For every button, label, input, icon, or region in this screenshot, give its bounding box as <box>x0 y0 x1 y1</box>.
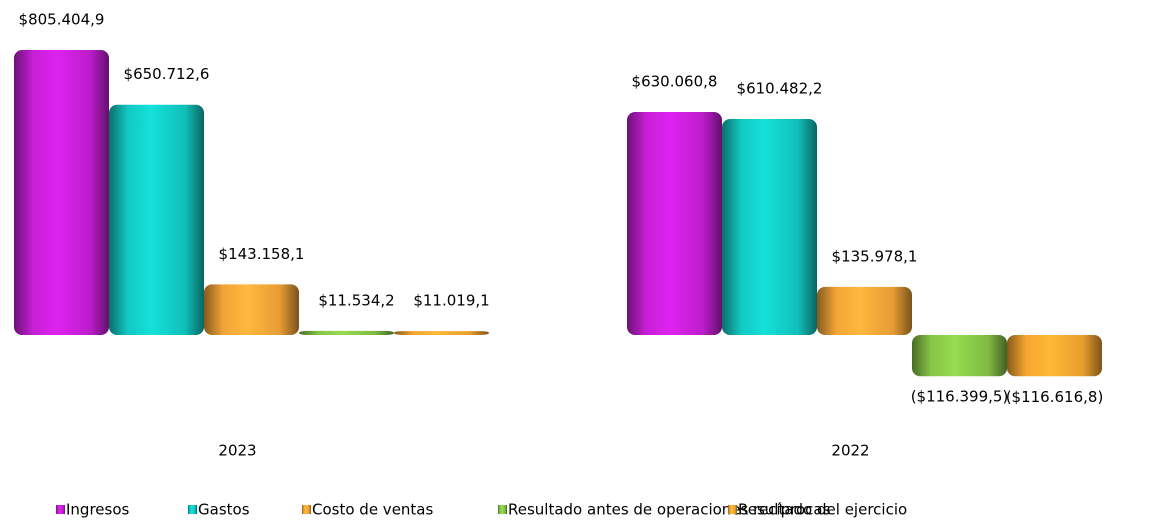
bar <box>627 112 722 335</box>
legend-swatch <box>56 505 65 514</box>
legend-label: Resultado antes de operaciones recíproca… <box>508 501 831 519</box>
legend-label: Resultado del ejercicio <box>738 501 907 519</box>
bar <box>394 331 489 335</box>
data-label: $610.482,2 <box>737 79 823 97</box>
bar <box>299 330 394 335</box>
bar <box>204 284 299 335</box>
x-tick-label: 2022 <box>831 442 869 460</box>
legend-label: Ingresos <box>66 501 130 519</box>
data-label: ($116.616,8) <box>1006 388 1104 406</box>
legend-label: Costo de ventas <box>312 501 433 519</box>
x-tick-label: 2023 <box>218 442 256 460</box>
data-label: $11.019,1 <box>413 292 489 310</box>
bar <box>1007 335 1102 377</box>
bar <box>14 50 109 335</box>
data-label: $11.534,2 <box>318 291 394 309</box>
legend-swatch <box>728 505 737 514</box>
bar <box>817 286 912 335</box>
legend-swatch <box>498 505 507 514</box>
data-label: $143.158,1 <box>219 245 305 263</box>
bar <box>722 118 817 335</box>
bar <box>912 335 1007 377</box>
data-label: $650.712,6 <box>124 65 210 83</box>
legend-swatch <box>188 505 197 514</box>
data-label: $630.060,8 <box>632 73 718 91</box>
legend-label: Gastos <box>198 501 250 519</box>
bar <box>109 104 204 335</box>
data-label: ($116.399,5) <box>911 388 1009 406</box>
data-label: $805.404,9 <box>19 11 105 29</box>
data-label: $135.978,1 <box>832 247 918 265</box>
legend-swatch <box>302 505 311 514</box>
